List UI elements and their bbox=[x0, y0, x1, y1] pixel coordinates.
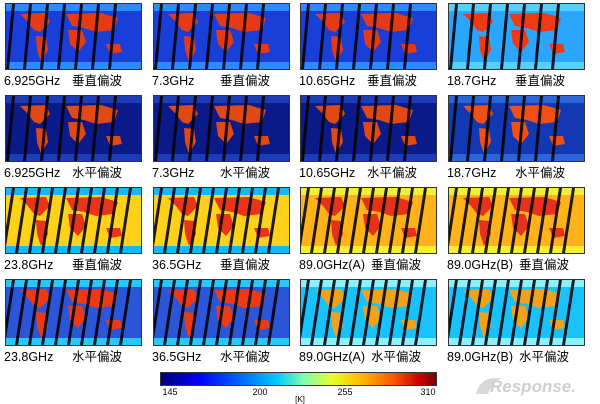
colorbar: 145 200 255 310 [K] bbox=[160, 370, 440, 404]
polarization-label: 水平偏波 bbox=[72, 166, 123, 180]
panel-caption: 89.0GHz(B) 水平偏波 bbox=[447, 346, 592, 365]
map-panel: 6.925GHz 水平偏波 bbox=[0, 92, 145, 180]
brightness-temperature-map bbox=[448, 95, 585, 162]
map-panel: 7.3GHz 水平偏波 bbox=[148, 92, 293, 180]
polarization-label: 垂直偏波 bbox=[220, 74, 271, 88]
polarization-label: 水平偏波 bbox=[220, 166, 271, 180]
frequency-label: 36.5GHz bbox=[152, 258, 202, 272]
panel-caption: 10.65GHz 水平偏波 bbox=[299, 162, 444, 181]
panel-caption: 10.65GHz 垂直偏波 bbox=[299, 70, 444, 89]
brightness-temperature-map bbox=[448, 187, 585, 254]
polarization-label: 垂直偏波 bbox=[515, 74, 566, 88]
response-logo-icon: Response. bbox=[476, 377, 576, 396]
panel-caption: 7.3GHz 垂直偏波 bbox=[152, 70, 297, 89]
map-panel: 10.65GHz 垂直偏波 bbox=[295, 0, 440, 88]
panel-caption: 6.925GHz 水平偏波 bbox=[4, 162, 149, 181]
frequency-label: 7.3GHz bbox=[152, 166, 195, 180]
polarization-label: 垂直偏波 bbox=[371, 258, 422, 272]
polarization-label: 水平偏波 bbox=[72, 350, 123, 364]
panel-caption: 89.0GHz(A) 垂直偏波 bbox=[299, 254, 444, 273]
panel-caption: 18.7GHz 水平偏波 bbox=[447, 162, 592, 181]
brightness-temperature-map bbox=[448, 279, 585, 346]
frequency-label: 23.8GHz bbox=[4, 258, 54, 272]
brightness-temperature-map bbox=[5, 279, 142, 346]
colorbar-tick: 310 bbox=[420, 387, 436, 397]
map-panel: 36.5GHz 水平偏波 bbox=[148, 276, 293, 364]
frequency-label: 23.8GHz bbox=[4, 350, 54, 364]
map-panel: 89.0GHz(A) 水平偏波 bbox=[295, 276, 440, 364]
panel-caption: 23.8GHz 垂直偏波 bbox=[4, 254, 149, 273]
frequency-label: 89.0GHz(B) bbox=[447, 258, 513, 272]
brightness-temperature-map bbox=[300, 95, 437, 162]
brightness-temperature-map bbox=[448, 3, 585, 70]
colorbar-tick: 255 bbox=[337, 387, 353, 397]
brightness-temperature-map bbox=[5, 187, 142, 254]
brightness-temperature-map bbox=[153, 3, 290, 70]
map-panel: 7.3GHz 垂直偏波 bbox=[148, 0, 293, 88]
panel-caption: 18.7GHz 垂直偏波 bbox=[447, 70, 592, 89]
brightness-temperature-map bbox=[300, 279, 437, 346]
brightness-temperature-map bbox=[153, 279, 290, 346]
map-panel: 89.0GHz(B) 垂直偏波 bbox=[443, 184, 588, 272]
brightness-temperature-map bbox=[300, 3, 437, 70]
polarization-label: 水平偏波 bbox=[220, 350, 271, 364]
polarization-label: 垂直偏波 bbox=[72, 74, 123, 88]
panel-grid: 6.925GHz 垂直偏波 7.3GHz 垂直偏波 10.65GHz 垂直偏波 bbox=[0, 0, 588, 364]
panel-caption: 36.5GHz 垂直偏波 bbox=[152, 254, 297, 273]
response-logo: Response. bbox=[474, 372, 594, 398]
panel-caption: 6.925GHz 垂直偏波 bbox=[4, 70, 149, 89]
map-panel: 10.65GHz 水平偏波 bbox=[295, 92, 440, 180]
frequency-label: 36.5GHz bbox=[152, 350, 202, 364]
panel-caption: 89.0GHz(B) 垂直偏波 bbox=[447, 254, 592, 273]
frequency-label: 6.925GHz bbox=[4, 166, 61, 180]
panel-caption: 7.3GHz 水平偏波 bbox=[152, 162, 297, 181]
map-panel: 89.0GHz(A) 垂直偏波 bbox=[295, 184, 440, 272]
map-panel: 6.925GHz 垂直偏波 bbox=[0, 0, 145, 88]
polarization-label: 水平偏波 bbox=[371, 350, 422, 364]
polarization-label: 垂直偏波 bbox=[72, 258, 123, 272]
panel-caption: 23.8GHz 水平偏波 bbox=[4, 346, 149, 365]
map-panel: 23.8GHz 垂直偏波 bbox=[0, 184, 145, 272]
frequency-label: 89.0GHz(A) bbox=[299, 350, 365, 364]
map-panel: 18.7GHz 垂直偏波 bbox=[443, 0, 588, 88]
map-panel: 36.5GHz 垂直偏波 bbox=[148, 184, 293, 272]
polarization-label: 水平偏波 bbox=[515, 166, 566, 180]
frequency-label: 18.7GHz bbox=[447, 166, 497, 180]
panel-caption: 89.0GHz(A) 水平偏波 bbox=[299, 346, 444, 365]
polarization-label: 垂直偏波 bbox=[519, 258, 570, 272]
brightness-temperature-map bbox=[5, 3, 142, 70]
polarization-label: 垂直偏波 bbox=[367, 74, 418, 88]
map-panel: 89.0GHz(B) 水平偏波 bbox=[443, 276, 588, 364]
frequency-label: 10.65GHz bbox=[299, 74, 356, 88]
brightness-temperature-map bbox=[5, 95, 142, 162]
polarization-label: 垂直偏波 bbox=[220, 258, 271, 272]
map-panel: 23.8GHz 水平偏波 bbox=[0, 276, 145, 364]
panel-caption: 36.5GHz 水平偏波 bbox=[152, 346, 297, 365]
map-panel: 18.7GHz 水平偏波 bbox=[443, 92, 588, 180]
colorbar-gradient bbox=[160, 372, 437, 386]
colorbar-tick: 145 bbox=[162, 387, 178, 397]
frequency-label: 89.0GHz(B) bbox=[447, 350, 513, 364]
brightness-temperature-map bbox=[153, 95, 290, 162]
frequency-label: 10.65GHz bbox=[299, 166, 356, 180]
brightness-temperature-map bbox=[300, 187, 437, 254]
polarization-label: 水平偏波 bbox=[519, 350, 570, 364]
frequency-label: 6.925GHz bbox=[4, 74, 61, 88]
colorbar-unit: [K] bbox=[295, 395, 305, 404]
frequency-label: 7.3GHz bbox=[152, 74, 195, 88]
colorbar-tick: 200 bbox=[252, 387, 268, 397]
svg-text:Response.: Response. bbox=[490, 377, 576, 396]
frequency-label: 89.0GHz(A) bbox=[299, 258, 365, 272]
brightness-temperature-map bbox=[153, 187, 290, 254]
frequency-label: 18.7GHz bbox=[447, 74, 497, 88]
polarization-label: 水平偏波 bbox=[367, 166, 418, 180]
